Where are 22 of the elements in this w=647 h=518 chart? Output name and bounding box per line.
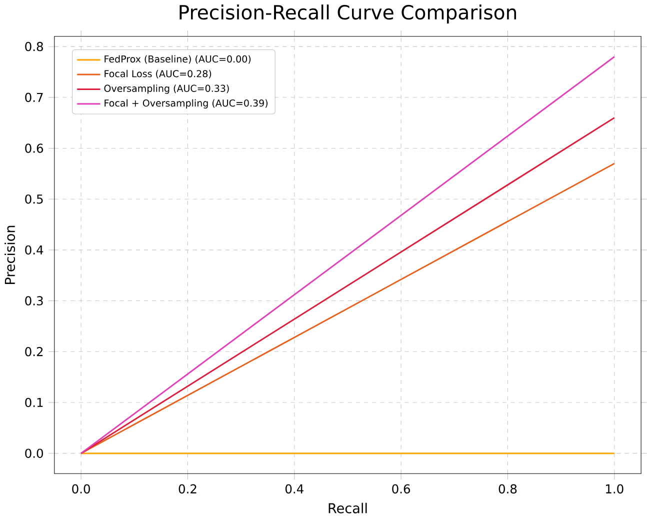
legend-label: Oversampling (AUC=0.33) — [104, 84, 229, 94]
x-tick-label: 0.4 — [285, 484, 304, 494]
legend-label: Focal Loss (AUC=0.28) — [104, 70, 212, 78]
y-tick-label: 0.2 — [25, 347, 43, 356]
y-axis-title: Precision — [4, 226, 16, 284]
x-tick-label: 0.6 — [392, 484, 410, 494]
y-tick-label: 0.7 — [25, 92, 43, 102]
x-axis-title: Recall — [328, 502, 367, 514]
x-tick-label: 1.0 — [606, 484, 624, 494]
legend-label: Focal + Oversampling (AUC=0.39) — [104, 99, 268, 109]
y-tick-label: 0.3 — [25, 296, 43, 306]
x-tick-label: 0.8 — [498, 484, 517, 494]
y-tick-label: 0.6 — [25, 144, 44, 153]
x-tick-label: 0.2 — [178, 484, 196, 494]
y-tick-label: 0.0 — [25, 448, 43, 458]
x-tick-label: 0.0 — [72, 484, 90, 494]
legend-label: FedProx (Baseline) (AUC=0.00) — [104, 55, 251, 64]
y-tick-label: 0.5 — [25, 194, 43, 204]
y-tick-label: 0.1 — [25, 398, 43, 408]
chart-title: Precision-Recall Curve Comparison — [180, 4, 516, 24]
y-tick-label: 0.8 — [25, 42, 43, 52]
y-tick-label: 0.4 — [25, 245, 44, 255]
